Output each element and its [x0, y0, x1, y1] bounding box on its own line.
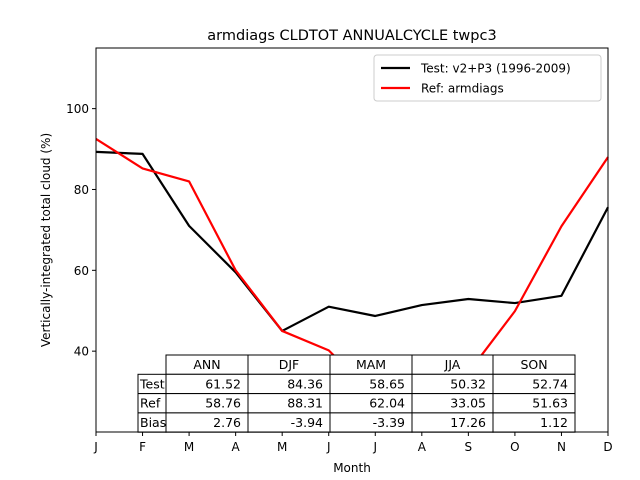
y-tick-label: 100	[66, 102, 89, 116]
table-cell-value: 58.65	[369, 376, 405, 391]
table-header-label: MAM	[356, 357, 386, 372]
x-tick-label: J	[93, 440, 98, 454]
x-tick-label: M	[184, 440, 194, 454]
table-cell-value: -3.39	[373, 415, 405, 430]
table-cell-value: 58.76	[205, 396, 241, 411]
stats-table: ANN DJF MAM JJA SON Test 61.52 84.36 58.65 50.32 5…	[137, 354, 576, 433]
y-axis-ticks: 40 60 80 100	[66, 102, 96, 359]
table-cell-value: 33.05	[450, 396, 486, 411]
table-cell-value: 84.36	[287, 376, 323, 391]
plot-frame	[95, 47, 609, 433]
table-cell-value: 52.74	[532, 376, 568, 391]
table-cell-value: 17.26	[450, 415, 486, 430]
table-header-label: JJA	[444, 357, 461, 372]
y-tick-label: 80	[74, 183, 89, 197]
legend-label-1: Ref: armdiags	[421, 82, 504, 96]
y-axis-label: Vertically-integrated total cloud (%)	[39, 133, 53, 347]
table-header-label: SON	[520, 357, 547, 372]
x-axis-label: Month	[333, 461, 371, 475]
table-row-label: Ref	[140, 396, 161, 411]
table-cell-value: 1.12	[540, 415, 568, 430]
table-cell-value: 61.52	[205, 376, 241, 391]
table-cell-value: 2.76	[213, 415, 241, 430]
y-tick-label: 60	[74, 264, 89, 278]
x-tick-label: A	[232, 440, 241, 454]
chart-title: armdiags CLDTOT ANNUALCYCLE twpc3	[207, 28, 496, 44]
table-cell-value: 88.31	[287, 396, 323, 411]
series-line-0	[95, 150, 609, 333]
x-tick-label: S	[465, 440, 473, 454]
x-tick-label: A	[418, 440, 427, 454]
table-cell-value: 51.63	[532, 396, 568, 411]
legend-label-0: Test: v2+P3 (1996-2009)	[420, 62, 571, 76]
x-tick-label: O	[510, 440, 519, 454]
table-cell-value: 62.04	[369, 396, 405, 411]
legend-box	[373, 54, 602, 102]
table-cell-value: 50.32	[450, 376, 486, 391]
table-header-label: ANN	[193, 357, 220, 372]
y-tick-label: 40	[74, 345, 89, 359]
table-row-label: Bias	[140, 415, 166, 430]
table-cell-value: -3.94	[291, 415, 323, 430]
x-tick-label: M	[277, 440, 287, 454]
x-tick-label: N	[557, 440, 566, 454]
x-tick-label: D	[603, 440, 612, 454]
table-header-label: DJF	[279, 357, 300, 372]
table-row-label: Test	[139, 376, 165, 391]
legend: Test: v2+P3 (1996-2009) Ref: armdiags	[373, 54, 602, 102]
x-tick-label: J	[372, 440, 377, 454]
x-tick-label: J	[326, 440, 331, 454]
x-tick-label: F	[139, 440, 146, 454]
